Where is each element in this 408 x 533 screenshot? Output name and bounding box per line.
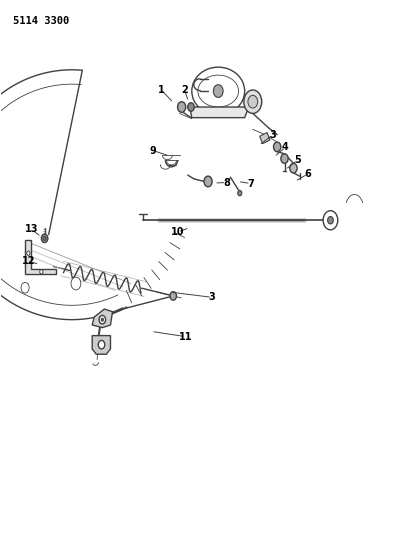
Text: 5114 3300: 5114 3300 xyxy=(13,15,69,26)
Circle shape xyxy=(99,316,106,324)
Circle shape xyxy=(238,190,242,196)
Circle shape xyxy=(328,216,333,224)
Circle shape xyxy=(41,234,48,243)
Circle shape xyxy=(281,154,288,164)
Text: 3: 3 xyxy=(270,130,277,140)
Circle shape xyxy=(21,282,29,293)
Text: 8: 8 xyxy=(223,177,230,188)
Circle shape xyxy=(40,270,43,274)
Text: 9: 9 xyxy=(150,146,157,156)
Text: 5: 5 xyxy=(294,155,301,165)
Polygon shape xyxy=(25,240,55,274)
Circle shape xyxy=(170,292,177,300)
Text: 7: 7 xyxy=(247,179,254,189)
Text: 13: 13 xyxy=(24,224,38,235)
Circle shape xyxy=(204,176,212,187)
Circle shape xyxy=(43,236,46,240)
Text: 12: 12 xyxy=(22,256,35,266)
Text: 6: 6 xyxy=(304,169,311,179)
Circle shape xyxy=(188,103,194,111)
Circle shape xyxy=(101,318,104,321)
Text: 11: 11 xyxy=(179,332,193,342)
Circle shape xyxy=(248,95,258,108)
Text: 4: 4 xyxy=(282,142,289,152)
Circle shape xyxy=(273,142,281,152)
Circle shape xyxy=(71,277,81,290)
Text: 2: 2 xyxy=(181,85,188,95)
Circle shape xyxy=(323,211,338,230)
Polygon shape xyxy=(260,133,270,144)
Polygon shape xyxy=(190,107,249,118)
Circle shape xyxy=(98,341,105,349)
Circle shape xyxy=(244,90,262,114)
Polygon shape xyxy=(92,336,111,354)
Text: 1: 1 xyxy=(158,85,165,95)
Circle shape xyxy=(177,102,186,112)
Circle shape xyxy=(290,164,297,173)
Circle shape xyxy=(27,251,30,255)
Polygon shape xyxy=(92,309,113,328)
Circle shape xyxy=(213,85,223,98)
Text: 10: 10 xyxy=(171,227,184,237)
Text: 3: 3 xyxy=(209,292,215,302)
